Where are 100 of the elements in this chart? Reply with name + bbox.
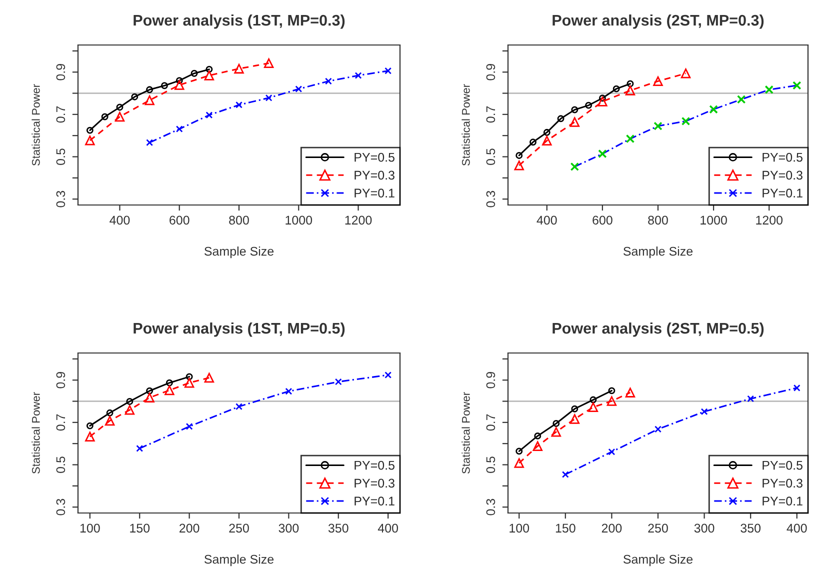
- x-tick-label: 150: [130, 524, 150, 533]
- x-tick-label: 200: [602, 524, 622, 533]
- point: [571, 106, 578, 114]
- y-tick-label: 0.5: [56, 456, 66, 473]
- point: [144, 392, 154, 403]
- x-tick-label: 1000: [700, 216, 727, 225]
- point: [174, 80, 184, 90]
- point: [793, 384, 800, 392]
- y-tick-label: 0.5: [486, 148, 496, 165]
- chart-title: Power analysis (1ST, MP=0.3): [134, 14, 345, 29]
- point: [590, 396, 597, 404]
- point: [236, 403, 242, 410]
- point: [86, 126, 94, 134]
- x-axis-title: Sample Size: [623, 246, 693, 258]
- point: [384, 67, 392, 74]
- point: [532, 441, 542, 451]
- point: [116, 104, 124, 111]
- point: [384, 372, 392, 378]
- point: [530, 138, 536, 146]
- y-tick-label: 0.3: [486, 190, 496, 208]
- y-tick-label: 0.7: [56, 106, 66, 123]
- point: [85, 136, 95, 146]
- y-axis-title: Statistical Power: [32, 392, 40, 474]
- legend-label: PY=0.1: [354, 188, 394, 198]
- x-tick-label: 800: [648, 216, 668, 225]
- x-tick-label: 350: [740, 524, 761, 533]
- point: [206, 66, 213, 73]
- y-tick-label: 0.7: [56, 414, 66, 431]
- point: [606, 396, 617, 406]
- legend-label: PY=0.5: [762, 460, 802, 470]
- x-tick-label: 1200: [756, 216, 783, 225]
- point: [334, 378, 342, 386]
- y-tick-label: 0.9: [486, 64, 496, 80]
- point: [236, 101, 242, 108]
- y-tick-label: 0.7: [486, 106, 496, 123]
- x-tick-label: 1200: [345, 216, 372, 225]
- x-tick-label: 400: [378, 524, 398, 533]
- point: [612, 85, 620, 92]
- x-tick-label: 100: [510, 524, 530, 533]
- legend-label: PY=0.3: [354, 478, 394, 488]
- point: [164, 385, 174, 396]
- x-tick-label: 300: [278, 524, 299, 533]
- point: [354, 72, 362, 79]
- point: [285, 388, 292, 395]
- point: [144, 95, 154, 106]
- point: [608, 387, 616, 394]
- point: [516, 152, 523, 159]
- x-tick-label: 250: [229, 524, 249, 533]
- point: [626, 80, 634, 88]
- point: [681, 116, 690, 126]
- point: [190, 70, 198, 77]
- point: [186, 422, 193, 430]
- point: [104, 416, 115, 426]
- point: [747, 395, 754, 402]
- point: [204, 372, 214, 383]
- point: [176, 126, 183, 132]
- point: [184, 378, 194, 388]
- point: [114, 112, 125, 122]
- point: [234, 64, 244, 74]
- legend-label: PY=0.3: [354, 170, 394, 180]
- point: [551, 427, 562, 437]
- y-tick-label: 0.9: [486, 372, 496, 388]
- point: [764, 85, 774, 94]
- point: [146, 139, 154, 146]
- point: [85, 432, 95, 442]
- point: [570, 162, 580, 172]
- point: [542, 136, 552, 146]
- point: [585, 102, 592, 109]
- point: [204, 70, 214, 80]
- point: [264, 58, 274, 68]
- legend-label: PY=0.3: [762, 170, 802, 180]
- y-tick-label: 0.5: [56, 148, 66, 165]
- chart-title: Power analysis (2ST, MP=0.5): [552, 322, 764, 337]
- y-tick-label: 0.3: [56, 498, 66, 516]
- x-axis-title: Sample Size: [204, 554, 274, 566]
- y-tick-label: 0.3: [56, 190, 66, 208]
- point: [700, 408, 708, 416]
- y-tick-label: 0.9: [56, 372, 66, 388]
- legend-label: PY=0.3: [762, 478, 802, 488]
- point: [131, 93, 138, 100]
- point: [562, 471, 569, 478]
- point: [265, 94, 272, 102]
- x-axis-title: Sample Size: [204, 246, 274, 258]
- point: [160, 82, 168, 90]
- point: [126, 398, 134, 405]
- point: [186, 373, 193, 380]
- legend-label: PY=0.1: [354, 496, 394, 506]
- point: [608, 448, 616, 456]
- point: [588, 402, 598, 412]
- y-axis-title: Statistical Power: [462, 84, 470, 166]
- x-axis-title: Sample Size: [623, 554, 693, 566]
- x-tick-label: 100: [80, 524, 100, 533]
- point: [295, 86, 302, 92]
- chart-title: Power analysis (1ST, MP=0.5): [134, 322, 345, 337]
- point: [625, 86, 636, 96]
- point: [106, 409, 114, 416]
- point: [571, 405, 578, 412]
- point: [86, 422, 94, 430]
- point: [514, 458, 524, 468]
- point: [324, 78, 332, 85]
